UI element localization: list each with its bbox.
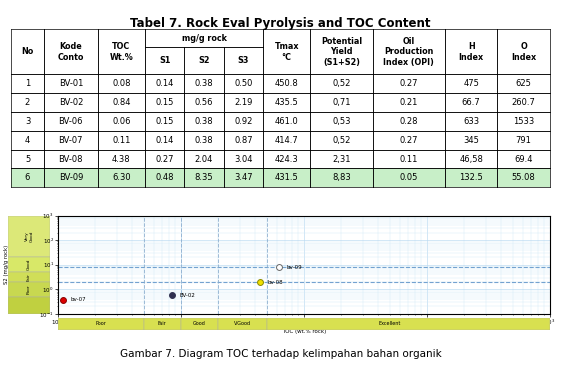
Text: 4.38: 4.38 <box>112 155 131 163</box>
Text: 0.92: 0.92 <box>234 117 252 126</box>
Text: 8,83: 8,83 <box>332 173 351 182</box>
Text: 0.15: 0.15 <box>155 98 174 107</box>
Text: 0.06: 0.06 <box>112 117 131 126</box>
Text: 414.7: 414.7 <box>275 136 298 145</box>
Text: BV-09: BV-09 <box>59 173 83 182</box>
Text: 475: 475 <box>463 79 479 88</box>
Text: 2.04: 2.04 <box>195 155 213 163</box>
Text: 0.11: 0.11 <box>399 155 418 163</box>
Text: 66.7: 66.7 <box>462 98 481 107</box>
Bar <box>11 168 44 187</box>
Text: 0,52: 0,52 <box>332 79 351 88</box>
Bar <box>224 168 263 187</box>
Text: 260.7: 260.7 <box>512 98 536 107</box>
Text: 633: 633 <box>463 117 479 126</box>
Bar <box>445 168 498 187</box>
Text: 625: 625 <box>516 79 532 88</box>
Bar <box>498 168 550 187</box>
Text: 0.87: 0.87 <box>234 136 253 145</box>
Text: 1: 1 <box>25 79 30 88</box>
Text: 8.35: 8.35 <box>195 173 213 182</box>
Bar <box>185 168 224 187</box>
Text: 431.5: 431.5 <box>275 173 298 182</box>
Text: 0.38: 0.38 <box>195 136 213 145</box>
Text: TOC
Wt.%: TOC Wt.% <box>109 42 133 61</box>
Text: 132.5: 132.5 <box>459 173 483 182</box>
Text: 461.0: 461.0 <box>275 117 298 126</box>
Text: Tmax
°C: Tmax °C <box>274 42 299 61</box>
Text: 791: 791 <box>516 136 532 145</box>
Text: 0.50: 0.50 <box>234 79 252 88</box>
Text: H
Index: H Index <box>458 42 484 61</box>
Text: 0,71: 0,71 <box>332 98 351 107</box>
Text: 69.4: 69.4 <box>514 155 533 163</box>
Text: 435.5: 435.5 <box>275 98 298 107</box>
Text: 0,52: 0,52 <box>332 136 351 145</box>
Text: BV-07: BV-07 <box>58 136 83 145</box>
Text: 0.48: 0.48 <box>155 173 174 182</box>
Text: 2.19: 2.19 <box>234 98 252 107</box>
Text: 6: 6 <box>25 173 30 182</box>
Text: 0.11: 0.11 <box>112 136 131 145</box>
Text: BV-02: BV-02 <box>59 98 83 107</box>
Text: 5: 5 <box>25 155 30 163</box>
Text: 345: 345 <box>463 136 479 145</box>
Bar <box>373 168 445 187</box>
Text: 3.04: 3.04 <box>234 155 252 163</box>
Text: S3: S3 <box>238 56 249 65</box>
Text: S2: S2 <box>198 56 210 65</box>
Bar <box>263 168 310 187</box>
Text: 0.84: 0.84 <box>112 98 131 107</box>
Text: 4: 4 <box>25 136 30 145</box>
Text: 0.21: 0.21 <box>399 98 418 107</box>
Text: 0.14: 0.14 <box>155 79 174 88</box>
Text: Gambar 7. Diagram TOC terhadap kelimpahan bahan organik: Gambar 7. Diagram TOC terhadap kelimpaha… <box>119 349 442 359</box>
Text: 0.14: 0.14 <box>155 136 174 145</box>
Text: 3.47: 3.47 <box>234 173 253 182</box>
Text: Potential
Yield
(S1+S2): Potential Yield (S1+S2) <box>321 37 362 67</box>
Text: 0.27: 0.27 <box>155 155 174 163</box>
Text: 3: 3 <box>25 117 30 126</box>
Text: BV-06: BV-06 <box>58 117 83 126</box>
Text: 0.38: 0.38 <box>195 79 213 88</box>
Text: 0.28: 0.28 <box>399 117 418 126</box>
Text: 2: 2 <box>25 98 30 107</box>
Text: BV-01: BV-01 <box>59 79 83 88</box>
Bar <box>310 168 373 187</box>
Bar <box>44 168 98 187</box>
Text: 2,31: 2,31 <box>332 155 351 163</box>
Text: Tabel 7. Rock Eval Pyrolysis and TOC Content: Tabel 7. Rock Eval Pyrolysis and TOC Con… <box>130 17 431 30</box>
Text: 55.08: 55.08 <box>512 173 536 182</box>
Text: 0.27: 0.27 <box>399 79 418 88</box>
Text: mg/g rock: mg/g rock <box>182 34 227 43</box>
Text: Oil
Production
Index (OPI): Oil Production Index (OPI) <box>383 37 434 67</box>
Text: No: No <box>21 47 34 56</box>
Bar <box>98 168 145 187</box>
Text: 424.3: 424.3 <box>275 155 298 163</box>
Text: 0.08: 0.08 <box>112 79 131 88</box>
Text: 6.30: 6.30 <box>112 173 131 182</box>
Text: 0.56: 0.56 <box>195 98 213 107</box>
Text: O
Index: O Index <box>511 42 536 61</box>
Text: 0,53: 0,53 <box>332 117 351 126</box>
Bar <box>145 168 185 187</box>
Text: 0.05: 0.05 <box>399 173 418 182</box>
Text: BV-08: BV-08 <box>58 155 83 163</box>
Text: 46,58: 46,58 <box>459 155 483 163</box>
Text: S2 (mg/g rock): S2 (mg/g rock) <box>4 245 8 284</box>
Text: 0.27: 0.27 <box>399 136 418 145</box>
Text: 450.8: 450.8 <box>275 79 298 88</box>
Text: 1533: 1533 <box>513 117 534 126</box>
Text: 0.38: 0.38 <box>195 117 213 126</box>
Text: S1: S1 <box>159 56 171 65</box>
Text: 0.15: 0.15 <box>155 117 174 126</box>
Text: Kode
Conto: Kode Conto <box>58 42 84 61</box>
